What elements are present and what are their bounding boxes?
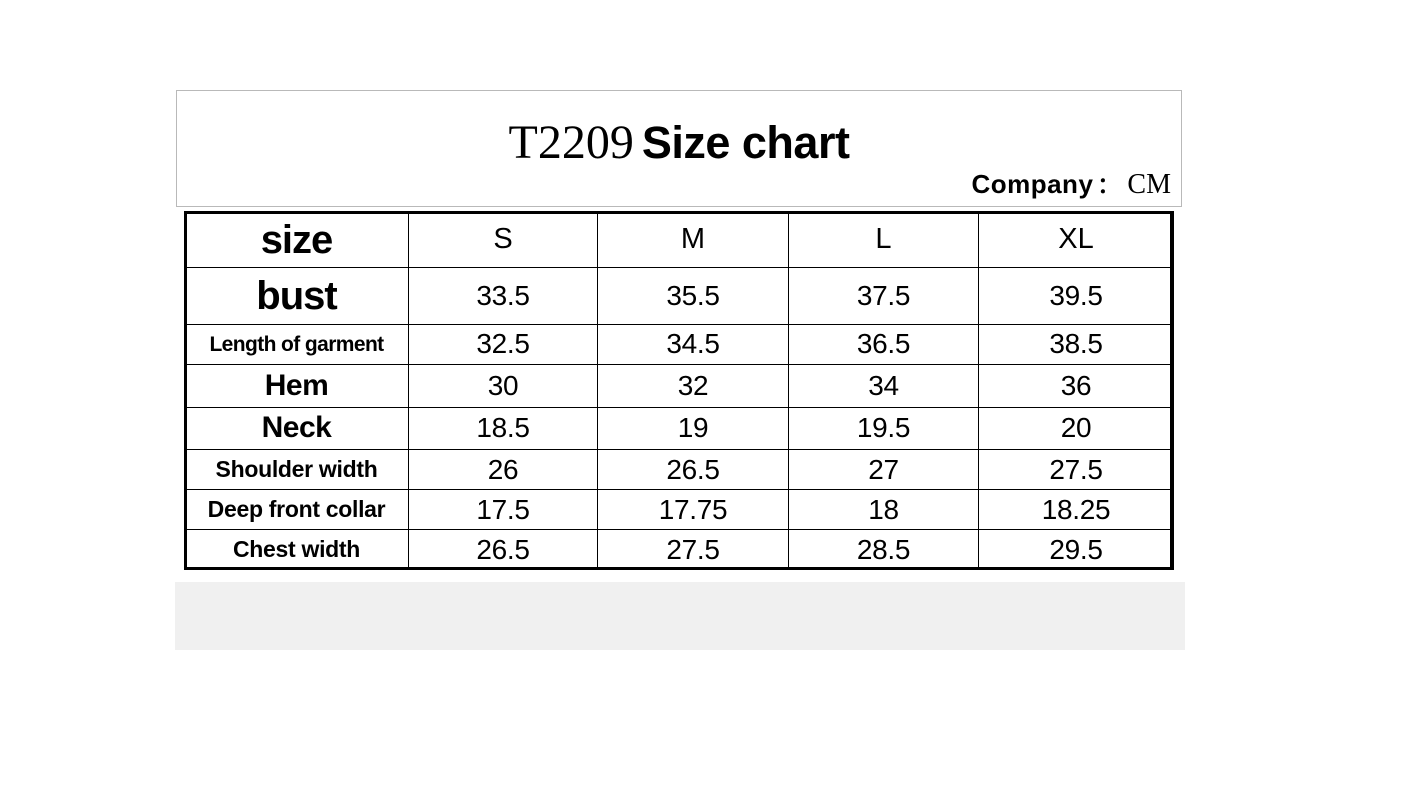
- header-cell-s: S: [408, 210, 598, 269]
- size-chart-table-container: size S M L XL bust 33.5: [184, 210, 1174, 570]
- header-cell-xl: XL: [978, 210, 1174, 269]
- footer-gray-band: [175, 582, 1185, 650]
- cell-value: 36.5: [856, 328, 911, 360]
- row-label-cell: bust: [184, 267, 409, 325]
- cell-value: 19: [677, 412, 709, 444]
- row-label: Length of garment: [209, 332, 384, 356]
- cell-value: 37.5: [856, 280, 911, 312]
- header-cell-m: M: [597, 210, 789, 269]
- header-cell-l: L: [788, 210, 979, 269]
- row-value-cell: 29.5: [978, 529, 1174, 570]
- header-cell-size: size: [184, 210, 409, 269]
- cell-value: 26: [487, 453, 519, 485]
- cell-value: 18.5: [476, 412, 530, 444]
- measurement-unit: CM: [1127, 169, 1171, 200]
- cell-value: 33.5: [476, 280, 530, 312]
- cell-value: 30: [487, 369, 519, 401]
- cell-value: 26.5: [666, 453, 720, 485]
- cell-value: 34: [868, 369, 899, 401]
- row-label: Hem: [264, 368, 329, 402]
- table-header-row: size S M L XL: [184, 210, 1174, 269]
- cell-value: 38.5: [1049, 328, 1103, 360]
- cell-value: 27.5: [666, 533, 720, 565]
- row-value-cell: 18: [788, 489, 979, 531]
- row-value-cell: 27: [788, 449, 979, 491]
- row-value-cell: 18.5: [408, 406, 598, 451]
- chart-title: T2209 Size chart: [177, 119, 1181, 167]
- cell-value: 32.5: [476, 328, 530, 360]
- row-label: bust: [256, 274, 337, 319]
- row-value-cell: 27.5: [978, 449, 1174, 491]
- row-value-cell: 34: [788, 363, 979, 408]
- row-label-cell: Shoulder width: [184, 449, 409, 491]
- table-row: Deep front collar 17.5 17.75 18 18.25: [184, 489, 1174, 531]
- row-value-cell: 33.5: [408, 267, 598, 325]
- table-row: Shoulder width 26 26.5 27 27.5: [184, 449, 1174, 491]
- row-value-cell: 26.5: [408, 529, 598, 570]
- table-row: Hem 30 32 34 36: [184, 363, 1174, 408]
- row-value-cell: 28.5: [788, 529, 979, 570]
- column-header-m: M: [680, 223, 706, 256]
- row-value-cell: 17.5: [408, 489, 598, 531]
- row-value-cell: 20: [978, 406, 1174, 451]
- cell-value: 18: [868, 493, 899, 525]
- cell-value: 20: [1060, 412, 1092, 444]
- row-value-cell: 36: [978, 363, 1174, 408]
- table-row: Chest width 26.5 27.5 28.5 29.5: [184, 529, 1174, 570]
- cell-value: 26.5: [476, 533, 530, 565]
- table-row: Neck 18.5 19 19.5 20: [184, 406, 1174, 451]
- table-row: bust 33.5 35.5 37.5 39.5: [184, 267, 1174, 325]
- company-unit-line: Company： CM: [971, 171, 1171, 199]
- cell-value: 17.75: [658, 493, 728, 525]
- row-value-cell: 19: [597, 406, 789, 451]
- row-label: Neck: [261, 411, 332, 445]
- column-header-l: L: [875, 223, 892, 256]
- row-value-cell: 36.5: [788, 323, 979, 365]
- row-value-cell: 37.5: [788, 267, 979, 325]
- company-colon: ：: [1097, 173, 1120, 198]
- row-label: Chest width: [232, 536, 361, 562]
- row-value-cell: 35.5: [597, 267, 789, 325]
- row-label-cell: Chest width: [184, 529, 409, 570]
- table-row: Length of garment 32.5 34.5 36.5 38.5: [184, 323, 1174, 365]
- cell-value: 35.5: [666, 280, 720, 312]
- row-label-cell: Neck: [184, 406, 409, 451]
- size-chart-table: size S M L XL bust 33.5: [184, 210, 1174, 570]
- row-value-cell: 27.5: [597, 529, 789, 570]
- row-value-cell: 30: [408, 363, 598, 408]
- cell-value: 28.5: [856, 533, 911, 565]
- cell-value: 39.5: [1049, 280, 1103, 312]
- cell-value: 29.5: [1049, 533, 1103, 565]
- cell-value: 36: [1060, 369, 1092, 401]
- row-value-cell: 32.5: [408, 323, 598, 365]
- column-header-s: S: [493, 223, 513, 256]
- product-code: T2209: [508, 116, 634, 169]
- column-header-label: size: [260, 217, 334, 262]
- cell-value: 34.5: [666, 328, 720, 360]
- row-value-cell: 26: [408, 449, 598, 491]
- cell-value: 19.5: [856, 412, 911, 444]
- row-value-cell: 38.5: [978, 323, 1174, 365]
- row-label-cell: Deep front collar: [184, 489, 409, 531]
- title-header-box: T2209 Size chart Company： CM: [176, 90, 1182, 207]
- cell-value: 27: [868, 453, 899, 485]
- cell-value: 17.5: [476, 493, 530, 525]
- row-value-cell: 18.25: [978, 489, 1174, 531]
- cell-value: 27.5: [1049, 453, 1103, 485]
- row-value-cell: 32: [597, 363, 789, 408]
- cell-value: 18.25: [1041, 493, 1111, 525]
- row-label: Deep front collar: [207, 496, 386, 523]
- company-label: Company: [971, 169, 1094, 199]
- row-value-cell: 19.5: [788, 406, 979, 451]
- column-header-xl: XL: [1058, 223, 1094, 256]
- cell-value: 32: [677, 369, 709, 401]
- row-value-cell: 34.5: [597, 323, 789, 365]
- row-label-cell: Length of garment: [184, 323, 409, 365]
- row-label-cell: Hem: [184, 363, 409, 408]
- row-value-cell: 26.5: [597, 449, 789, 491]
- row-label: Shoulder width: [215, 456, 378, 483]
- chart-title-text: Size chart: [641, 117, 850, 168]
- row-value-cell: 17.75: [597, 489, 789, 531]
- row-value-cell: 39.5: [978, 267, 1174, 325]
